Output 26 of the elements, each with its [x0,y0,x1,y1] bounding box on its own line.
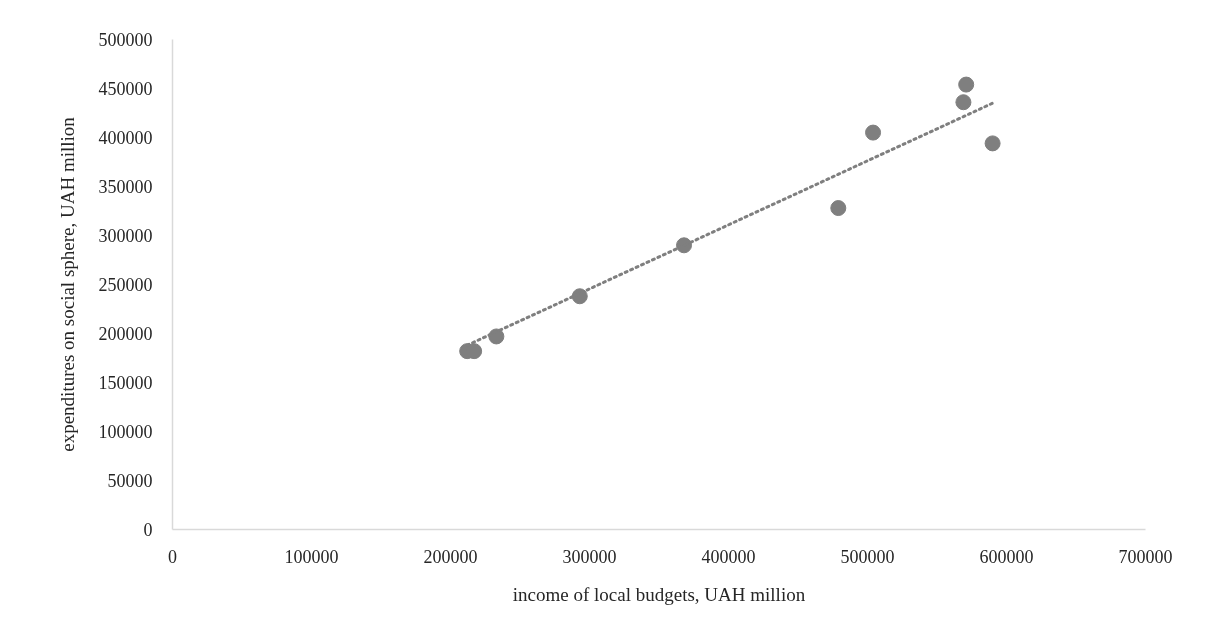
y-tick-label: 350000 [98,177,153,197]
x-tick-label: 0 [168,546,177,567]
x-tick-label: 500000 [840,546,895,567]
y-tick-label: 450000 [98,79,153,99]
y-tick-label: 50000 [107,471,153,491]
y-tick-label: 200000 [98,324,153,344]
x-tick-label: 600000 [979,546,1034,567]
point [984,135,1001,152]
y-tick-label: 500000 [98,30,153,50]
x-tick-label: 200000 [423,546,478,567]
point [865,124,882,141]
x-tick-label: 400000 [701,546,756,567]
x-tick-label: 700000 [1118,546,1173,567]
x-tick-label: 300000 [562,546,617,567]
x-tick-label: 100000 [284,546,339,567]
y-tick-label: 400000 [98,128,153,148]
y-tick-label: 300000 [98,226,153,246]
y-tick-label: 0 [143,520,153,540]
y-tick-label: 100000 [98,422,153,442]
y-tick-label: 250000 [98,275,153,295]
y-axis-title: expenditures on social sphere, UAH million [56,116,78,452]
x-axis-title: income of local budgets, UAH million [512,583,806,605]
point [830,200,847,217]
point [958,76,975,93]
point [955,94,972,111]
y-tick-label: 150000 [98,373,153,393]
